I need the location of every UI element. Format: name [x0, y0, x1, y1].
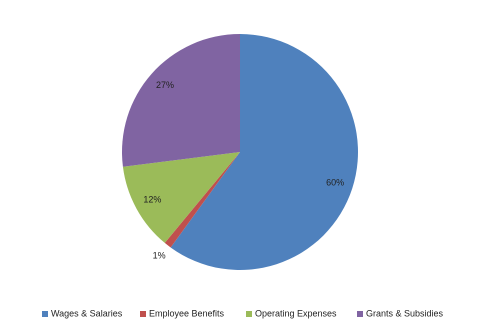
pie-slice: [122, 152, 240, 243]
pie-slice: [170, 34, 359, 270]
pie-slice: [122, 34, 240, 167]
legend-label: Employee Benefits: [149, 308, 225, 318]
legend-label: Wages & Salaries: [51, 308, 123, 318]
legend-swatch: [140, 311, 146, 317]
data-label: 27%: [156, 80, 174, 90]
data-label: 1%: [153, 251, 166, 261]
data-label: 60%: [326, 177, 344, 187]
data-label: 12%: [143, 195, 161, 205]
pie-slice: [164, 152, 240, 248]
legend-label: Operating Expenses: [255, 308, 337, 318]
legend-label: Grants & Subsidies: [366, 308, 444, 318]
legend-swatch: [357, 311, 363, 317]
legend-swatch: [42, 311, 48, 317]
legend-swatch: [246, 311, 252, 317]
